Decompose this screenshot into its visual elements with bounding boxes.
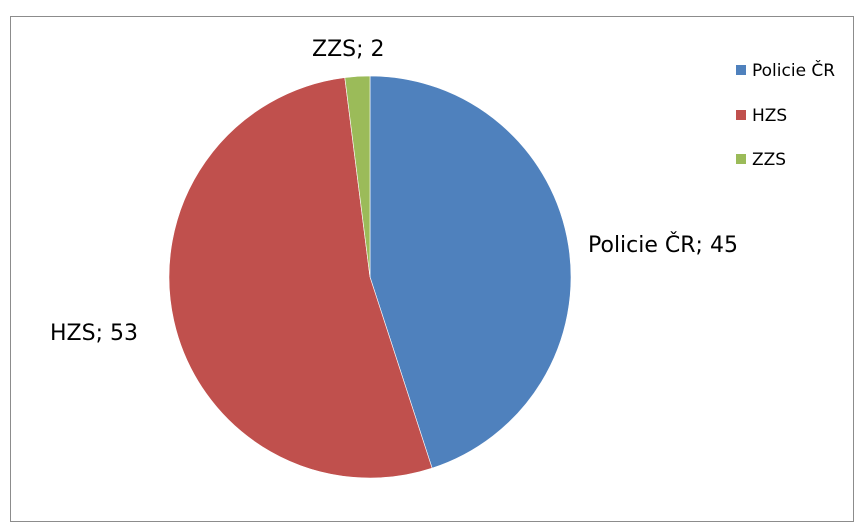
data-label-policie: Policie ČR; 45 [588, 232, 738, 258]
legend-label-policie: Policie ČR [752, 59, 835, 81]
legend-swatch-zzs [736, 154, 746, 164]
data-label-zzs: ZZS; 2 [312, 37, 385, 62]
pie-slices [168, 75, 572, 479]
pie-slice-zzs [344, 75, 371, 278]
data-labels: Policie ČR; 45 HZS; 53 ZZS; 2 [50, 37, 738, 346]
pie-slice-policie [369, 75, 572, 469]
legend: Policie ČR HZS ZZS [736, 59, 835, 170]
pie-slice-hzs [168, 77, 433, 479]
legend-swatch-hzs [736, 110, 746, 120]
legend-label-hzs: HZS [752, 106, 787, 126]
data-label-hzs: HZS; 53 [50, 321, 138, 346]
legend-swatch-policie [736, 65, 746, 75]
legend-label-zzs: ZZS [752, 150, 786, 170]
